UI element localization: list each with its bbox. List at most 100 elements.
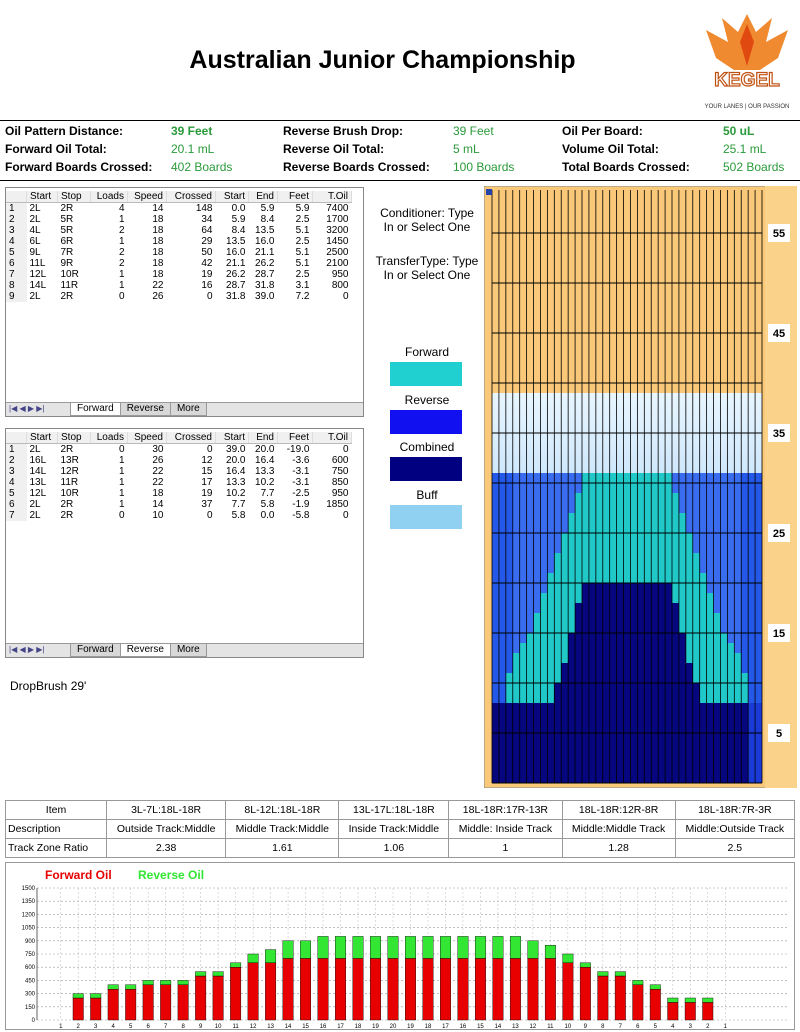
- x-tick-label: 15: [477, 1024, 484, 1030]
- cell: 1850: [326, 499, 349, 510]
- title: Australian Junior Championship: [189, 46, 576, 74]
- forward-area: [533, 613, 541, 783]
- cell: 26.2: [255, 258, 275, 269]
- cell: 18: [152, 258, 164, 269]
- bar-segment: [440, 958, 451, 1021]
- scale-column: [765, 186, 797, 788]
- bar-segment: [702, 997, 714, 1003]
- cell: -3.1: [292, 466, 310, 477]
- cell: 64: [201, 225, 213, 236]
- row-number: 5: [6, 247, 27, 258]
- cell: 2R: [60, 510, 74, 521]
- row-number: 2: [6, 214, 27, 225]
- cell: 34: [201, 214, 213, 225]
- reverse-area: [734, 473, 742, 783]
- x-tick-label: 13: [512, 1024, 519, 1030]
- cell: 18: [152, 225, 164, 236]
- header-cell: 8L-12L:18L-18R: [225, 800, 340, 820]
- reverse-grid: Start Stop Loads Speed Crossed Start End Feet T.…: [5, 428, 364, 658]
- column-header: Start: [215, 432, 249, 444]
- grid-icon: [486, 189, 492, 195]
- cell: Middle:Outside Track: [674, 819, 796, 839]
- row: 7 12L 10R 1 18 19 26.2 28.7 2.5 950: [6, 269, 352, 280]
- reverse-area: [519, 473, 527, 783]
- cell: 16.0: [226, 247, 246, 258]
- tab[interactable]: More: [169, 644, 207, 657]
- cell: 28.7: [226, 280, 246, 291]
- bar-segment: [160, 984, 172, 1021]
- tab[interactable]: Forward: [70, 403, 121, 416]
- forward-area: [699, 573, 707, 783]
- row: Description Outside Track:Middle Middle Tr…: [5, 819, 796, 839]
- cell: 0: [342, 291, 349, 302]
- cell: -3.6: [292, 455, 310, 466]
- row-number: 8: [6, 280, 27, 291]
- tab[interactable]: Reverse: [119, 403, 171, 416]
- cell: 2.5: [295, 236, 310, 247]
- bar-segment: [544, 958, 556, 1021]
- y-tick-label: 1200: [22, 912, 36, 918]
- summary-value: 50 uL: [723, 124, 755, 138]
- cell: 0: [118, 291, 125, 302]
- cell: 13R: [60, 455, 79, 466]
- column-header: End: [248, 191, 278, 203]
- combined-area: [568, 633, 576, 783]
- bar-segment: [247, 953, 259, 964]
- cell: -19.0: [286, 444, 310, 455]
- forward-area: [561, 533, 569, 783]
- bar-segment: [649, 988, 661, 1021]
- cell: 5.1: [295, 258, 310, 269]
- x-tick-label: 14: [285, 1024, 292, 1030]
- cell: Middle: Inside Track: [448, 819, 563, 839]
- cell: 6L: [29, 236, 41, 247]
- reverse-area: [512, 473, 520, 783]
- x-tick-label: 6: [147, 1024, 151, 1030]
- bar-segment: [265, 962, 277, 1021]
- cell: Middle Track:Middle: [225, 819, 340, 839]
- x-tick-label: 16: [320, 1024, 327, 1030]
- summary-value: 39 Feet: [171, 124, 213, 138]
- cell: 2.5: [295, 214, 310, 225]
- cell: 5.8: [231, 510, 246, 521]
- cell: 2L: [29, 291, 41, 302]
- bar-segment: [230, 966, 242, 1021]
- y-tick-label: 450: [25, 978, 36, 984]
- bar-segment: [684, 997, 696, 1003]
- bar-segment: [632, 984, 644, 1021]
- forward-area: [706, 593, 714, 783]
- legend-label: Reverse: [404, 392, 450, 407]
- bar-segment: [614, 975, 626, 1021]
- bar-segment: [667, 997, 679, 1003]
- summary-label: Total Boards Crossed:: [562, 160, 690, 174]
- cell: 14L: [29, 280, 47, 291]
- bar-segment: [562, 953, 574, 964]
- x-tick-label: 16: [460, 1024, 467, 1030]
- summary-value: 502 Boards: [723, 160, 785, 174]
- cell: 20.0: [255, 444, 275, 455]
- bar-segment: [457, 936, 469, 959]
- bar-segment: [352, 936, 364, 959]
- cell: 8.4: [231, 225, 246, 236]
- combined-area: [713, 703, 721, 783]
- row: 4 13L 11R 1 22 17 13.3 10.2 -3.1 850: [6, 477, 352, 488]
- tab[interactable]: More: [169, 403, 207, 416]
- cell: 13.3: [226, 477, 246, 488]
- bar-segment: [614, 971, 626, 977]
- cell: 31.8: [255, 280, 275, 291]
- distance-label: 45: [773, 328, 785, 340]
- tab[interactable]: Forward: [70, 644, 121, 657]
- cell: 18: [152, 236, 164, 247]
- row-number: 3: [6, 466, 27, 477]
- tab[interactable]: Reverse: [119, 644, 171, 657]
- bar-segment: [649, 984, 661, 990]
- x-tick-label: 11: [232, 1024, 239, 1030]
- combined-area: [561, 663, 569, 783]
- bar-segment: [509, 936, 521, 959]
- cell: 850: [331, 477, 349, 488]
- row: 1 2L 2R 4 14 148 0.0 5.9 5.9 7400: [6, 202, 352, 214]
- column-header: End: [248, 432, 278, 444]
- cell: 2.38: [105, 838, 227, 858]
- x-tick-label: 12: [530, 1024, 537, 1030]
- cell: 10R: [60, 488, 79, 499]
